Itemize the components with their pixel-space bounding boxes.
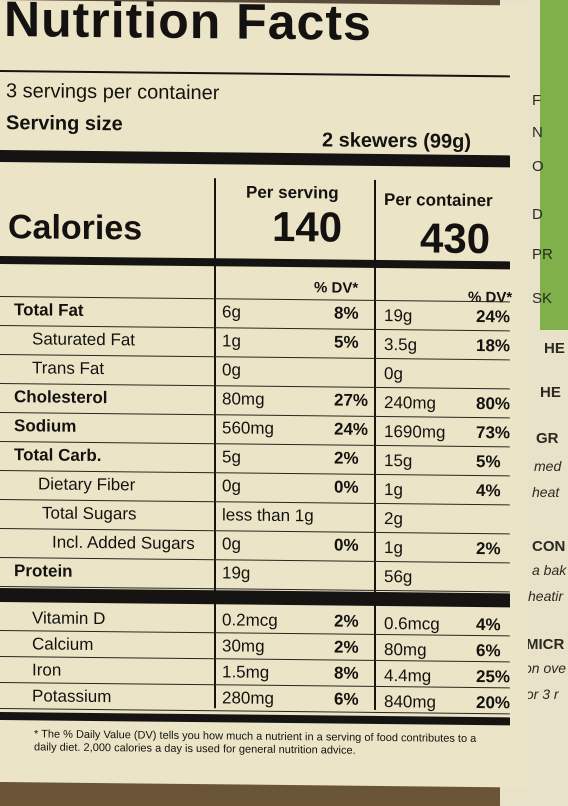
container-dv: 80% [476,393,511,414]
serving-dv: 0% [334,477,359,497]
calories-per-container: 430 [420,214,491,263]
label-title: Nutrition Facts [4,0,372,51]
serving-size-label: Serving size [6,112,123,136]
side-fragment: a bak [532,562,567,578]
serving-dv: 2% [334,611,359,631]
nutrient-name: Vitamin D [32,608,106,629]
nutrient-name: Incl. Added Sugars [52,532,195,554]
calories-per-serving: 140 [272,202,343,251]
container-amount: 0g [384,364,403,384]
serving-amount: less than 1g [222,505,314,526]
nutrient-name: Calcium [32,634,94,654]
container-amount: 1g [384,538,403,558]
side-fragment: heatir [528,588,564,604]
container-amount: 3.5g [384,335,418,355]
container-dv: 18% [476,335,511,356]
container-amount: 1g [384,480,403,500]
serving-amount: 0g [222,534,241,554]
side-fragment: PR [532,246,553,263]
serving-dv: 24% [334,419,369,439]
nutrient-name: Saturated Fat [32,329,136,350]
calories-label: Calories [8,208,143,248]
container-dv: 20% [476,692,511,713]
side-fragment: HE [540,384,561,401]
servings-per-container: 3 servings per container [6,80,220,105]
serving-amount: 30mg [222,636,265,656]
serving-amount: 0g [222,360,241,380]
serving-amount: 19g [222,563,251,583]
serving-amount: 0.2mcg [222,610,278,630]
dv-header-container: % DV* [468,288,513,307]
serving-amount: 6g [222,302,241,322]
side-fragment: SK [532,290,553,307]
col-header-per-container: Per container [384,190,493,211]
container-amount: 240mg [384,393,436,413]
side-fragment: N [532,124,543,141]
container-amount: 1690mg [384,422,446,442]
serving-dv: 5% [334,332,359,352]
container-dv: 73% [476,422,511,443]
serving-amount: 1.5mg [222,662,270,682]
container-amount: 0.6mcg [384,614,440,634]
container-amount: 56g [384,567,413,587]
package-side-green-band [540,0,568,330]
footnote: * The % Daily Value (DV) tells you how m… [34,728,477,757]
serving-dv: 8% [334,303,359,323]
serving-dv: 6% [334,689,359,709]
container-amount: 840mg [384,692,436,712]
nutrient-name: Iron [32,660,62,680]
container-dv: 4% [476,614,501,635]
serving-amount: 1g [222,331,241,351]
nutrient-name: Total Sugars [42,503,137,524]
side-fragment: HE [544,340,565,357]
container-amount: 19g [384,306,413,326]
serving-amount: 5g [222,447,241,467]
col-header-per-serving: Per serving [246,182,339,203]
nutrient-name: Dietary Fiber [38,474,136,495]
side-fragment: heat [532,484,560,500]
nutrient-name: Sodium [14,416,77,436]
serving-amount: 280mg [222,688,274,708]
container-amount: 15g [384,451,413,471]
side-fragment: on ove [524,660,567,676]
container-dv: 6% [476,640,501,661]
serving-amount: 560mg [222,418,274,438]
nutrient-name: Protein [14,561,73,581]
serving-size-value: 2 skewers (99g) [322,129,471,153]
side-fragment: CON [532,538,566,555]
dv-header-serving: % DV* [314,279,359,297]
serving-dv: 8% [334,663,359,683]
nutrient-name: Trans Fat [32,358,105,379]
side-fragment: GR [536,430,559,447]
container-dv: 5% [476,451,501,472]
nutrient-name: Total Carb. [14,445,102,466]
container-amount: 2g [384,509,403,529]
serving-dv: 0% [334,535,359,555]
container-dv: 4% [476,480,501,501]
serving-dv: 2% [334,637,359,657]
side-fragment: for 3 r [522,686,559,702]
nutrient-name: Total Fat [14,300,84,320]
nutrient-name: Cholesterol [14,387,108,408]
serving-amount: 0g [222,476,241,496]
container-dv: 2% [476,538,501,559]
container-amount: 80mg [384,640,427,660]
side-fragment: D [532,206,543,223]
nutrition-facts-label: Nutrition Facts 3 servings per container… [0,0,528,788]
serving-dv: 2% [334,448,359,468]
serving-dv: 27% [334,390,369,410]
nutrient-name: Potassium [32,686,112,707]
side-fragment: O [532,158,544,175]
side-fragment: F [532,92,542,109]
container-dv: 24% [476,306,511,327]
serving-amount: 80mg [222,389,265,409]
side-fragment: MICR [526,636,565,653]
side-fragment: med [534,458,562,474]
container-amount: 4.4mg [384,666,432,686]
container-dv: 25% [476,666,511,687]
